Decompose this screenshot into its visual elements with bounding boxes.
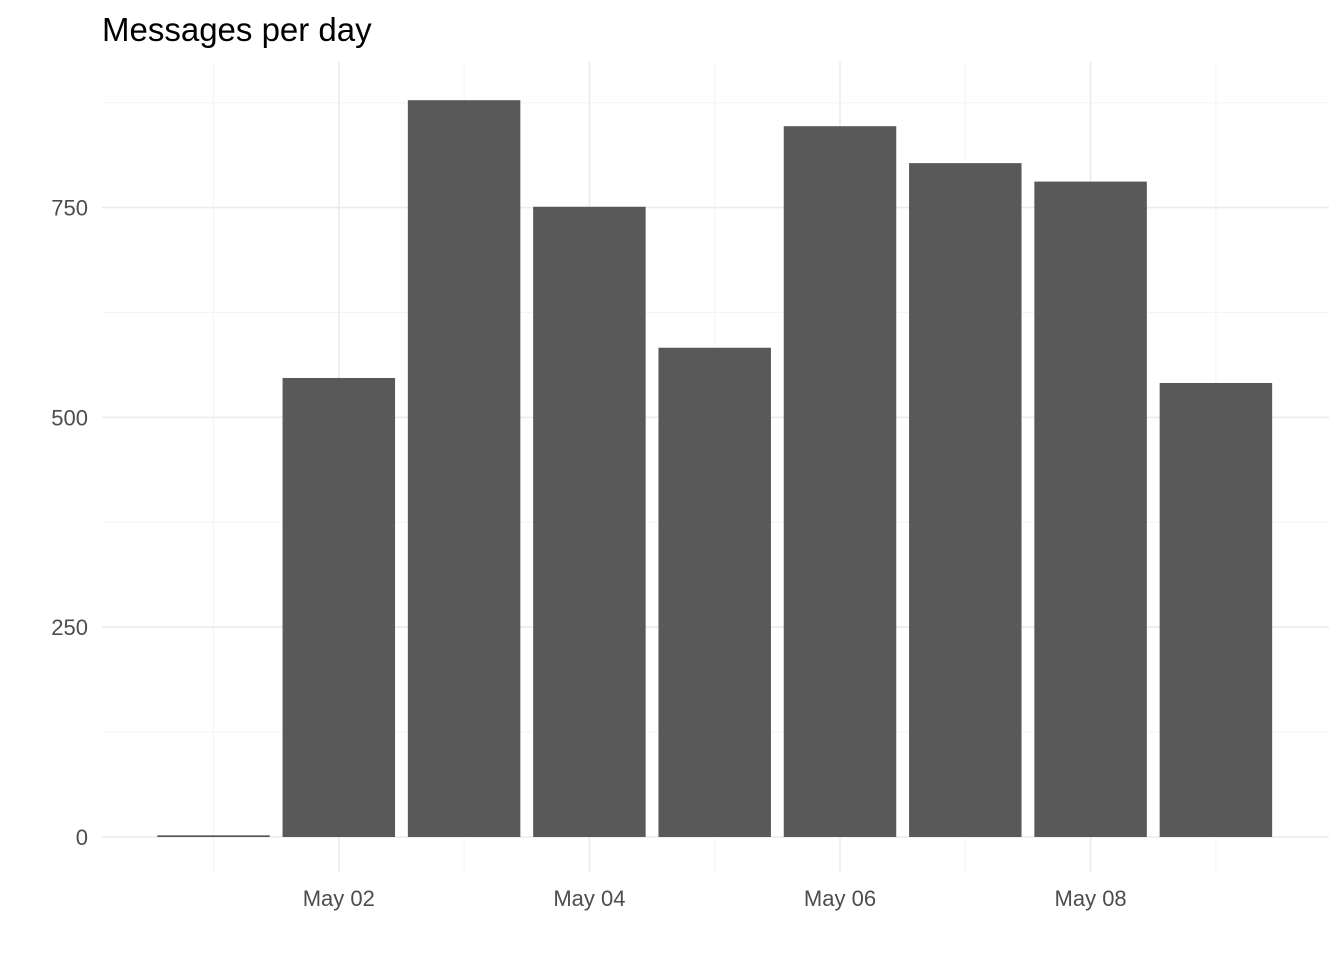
y-axis-tick-labels: 0 250 500 750 [51, 196, 88, 850]
x-tick-label: May 04 [553, 886, 625, 911]
x-tick-label: May 06 [804, 886, 876, 911]
bar-2020-05-09 [1159, 382, 1273, 837]
bars [157, 100, 1273, 838]
bar-2020-05-03 [407, 100, 521, 838]
bar-2020-05-05 [658, 347, 771, 837]
x-tick-label: May 08 [1055, 886, 1127, 911]
x-tick-label: May 02 [303, 886, 375, 911]
y-tick-label: 0 [76, 825, 88, 850]
bar-2020-05-01 [157, 835, 270, 837]
chart-title: Messages per day [102, 11, 372, 48]
x-axis-tick-labels: May 02 May 04 May 06 May 08 [303, 886, 1127, 911]
bar-2020-05-08 [1034, 181, 1147, 838]
y-tick-label: 500 [51, 405, 88, 430]
bar-2020-05-04 [533, 206, 646, 837]
bar-2020-05-07 [909, 163, 1022, 837]
y-tick-label: 750 [51, 196, 88, 221]
y-tick-label: 250 [51, 615, 88, 640]
bar-2020-05-02 [282, 377, 396, 837]
bar-2020-05-06 [783, 126, 897, 837]
